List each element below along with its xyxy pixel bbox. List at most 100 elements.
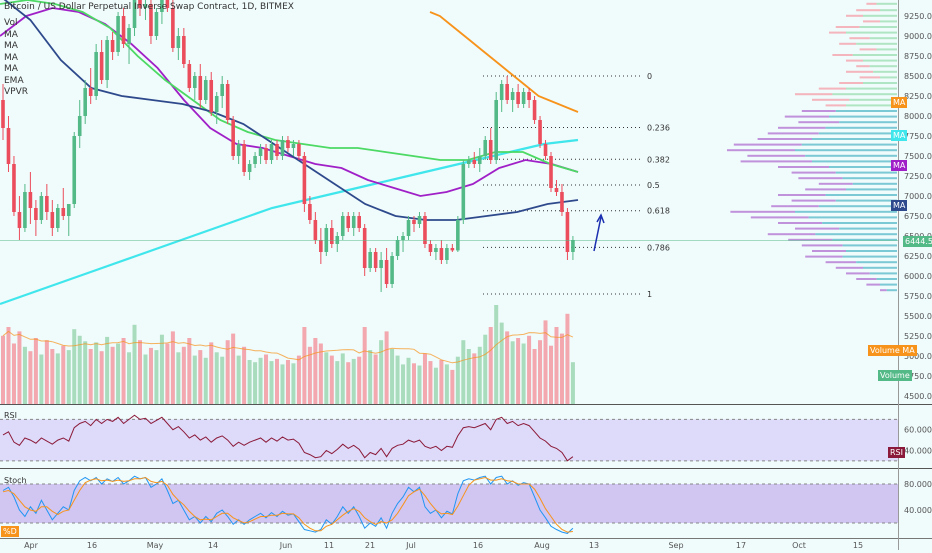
ma-purple-tag: MA (891, 160, 908, 171)
vpvr-down-bar (795, 227, 840, 230)
vpvr-down-bar (846, 272, 870, 275)
candle-body (373, 252, 378, 268)
legend-ma-2[interactable]: MA (4, 41, 18, 51)
volume-bar (302, 327, 307, 404)
vpvr-up-bar (832, 238, 897, 241)
vpvr-up-bar (863, 82, 897, 84)
volume-bar (61, 345, 66, 404)
candle-body (308, 204, 312, 220)
vpvr-up-bar (842, 177, 897, 180)
vpvr-up-bar (856, 42, 897, 45)
stoch-pane-label[interactable]: Stoch (4, 476, 27, 485)
candle-body (116, 16, 120, 52)
candle-body (99, 52, 104, 80)
legend-ma-4[interactable]: MA (4, 64, 18, 74)
vpvr-up-bar (795, 149, 897, 152)
price-tick-label: 7250.0 (904, 172, 932, 181)
vpvr-down-bar (863, 20, 880, 23)
candle-body (50, 212, 55, 228)
volume-bar (307, 346, 312, 404)
vpvr-down-bar (846, 70, 874, 73)
candle-body (549, 156, 553, 188)
candle-body (17, 212, 22, 228)
price-tick-label: 8000.0 (904, 112, 932, 121)
time-tick-label: 16 (87, 541, 97, 550)
candle-body (127, 28, 131, 44)
vpvr-down-bar (846, 59, 863, 62)
vpvr-up-bar (876, 278, 897, 280)
candle-body (45, 196, 49, 212)
vpvr-down-bar (747, 154, 806, 157)
vpvr-up-bar (839, 121, 897, 124)
vpvr-up-bar (825, 126, 897, 129)
time-tick-label: Aug (534, 541, 550, 550)
vpvr-up-bar (863, 59, 897, 62)
vpvr-down-bar (812, 98, 850, 101)
volume-bar (488, 327, 493, 404)
rsi-pane-label[interactable]: RSI (4, 411, 17, 420)
volume-bar (258, 357, 263, 404)
volume-bar (83, 341, 88, 404)
legend-vol[interactable]: Vol (4, 18, 18, 28)
candle-body (297, 144, 301, 156)
candle-body (395, 240, 400, 256)
volume-bar (422, 353, 427, 404)
candle-body (39, 196, 44, 220)
volume-bar (6, 327, 11, 404)
candle-body (554, 188, 559, 192)
volume-bar (154, 350, 159, 404)
vpvr-down-bar (727, 149, 795, 152)
legend-ma-1[interactable]: MA (4, 29, 18, 40)
candle-body (340, 216, 345, 236)
volume-bar (466, 349, 471, 404)
volume-bar (570, 362, 575, 404)
volume-bar (33, 338, 38, 404)
candle-body (198, 76, 203, 100)
candle-body (401, 236, 405, 240)
volume-bar (11, 343, 16, 404)
ma-orange-tag: MA (891, 97, 908, 108)
volume-bar (477, 346, 482, 404)
volume-bar (559, 333, 564, 404)
volume-bar (50, 349, 55, 404)
volume-bar (351, 358, 356, 404)
vpvr-up-bar (835, 110, 897, 112)
volume-bar (362, 327, 367, 404)
vpvr-up-bar (812, 160, 897, 163)
candle-body (12, 164, 16, 212)
vpvr-up-bar (873, 70, 897, 73)
volume-bar (22, 346, 27, 404)
candle-body (357, 216, 361, 228)
indicator-legend: Vol MA MA MA MA EMA VPVR (4, 18, 28, 99)
volume-bar (483, 334, 488, 404)
rsi-tick-label: 40.0000 (904, 446, 932, 455)
time-tick-label: 17 (736, 541, 746, 550)
legend-ema[interactable]: EMA (4, 75, 24, 86)
ma-cyan-tag: MA (891, 130, 908, 141)
vpvr-down-bar (856, 278, 877, 280)
legend-ma-3[interactable]: MA (4, 52, 18, 63)
volume-bar (28, 351, 33, 404)
vpvr-up-bar (869, 65, 897, 68)
candle-body (160, 0, 164, 12)
candle-body (319, 240, 323, 252)
volume-bar (138, 340, 142, 404)
time-tick-label: 11 (324, 541, 334, 550)
price-tick-label: 5750.0 (904, 292, 932, 301)
volume-bar (439, 360, 444, 404)
volume-bar (44, 340, 49, 404)
volume-bar (494, 305, 499, 404)
vpvr-up-bar (846, 188, 897, 191)
vpvr-down-bar (801, 244, 843, 247)
candle-body (83, 88, 87, 116)
candle-body (56, 208, 60, 228)
legend-vpvr[interactable]: VPVR (4, 87, 28, 97)
candle-body (477, 156, 482, 164)
price-tick-label: 7500.0 (904, 152, 932, 161)
fib-level-label: 1 (647, 290, 652, 299)
volume-bar (88, 349, 93, 404)
vpvr-up-bar (832, 93, 897, 96)
volume-bar (280, 364, 285, 404)
